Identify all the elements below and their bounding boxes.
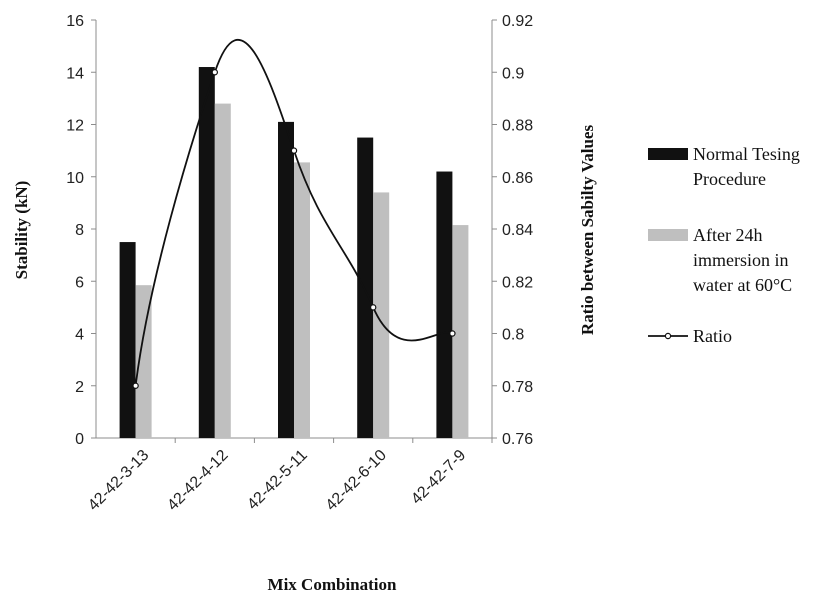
legend-swatch [648, 229, 688, 241]
right-axis-ticks: 0.76 0.78 0.8 0.82 0.84 0.86 0.88 0.9 0.92 [492, 13, 533, 448]
x-category-label: 42-42-6-10 [323, 447, 390, 514]
y2-tick-label: 0.76 [502, 431, 533, 448]
y-tick-label: 0 [75, 431, 84, 448]
legend-label: Ratio [693, 326, 732, 346]
ratio-point [290, 147, 298, 154]
y-tick-label: 10 [66, 170, 84, 187]
bar-immersion [214, 103, 231, 438]
legend-label: Normal Tesing [693, 144, 800, 164]
y-tick-label: 12 [66, 118, 84, 135]
y2-tick-label: 0.9 [502, 65, 524, 82]
y-tick-label: 14 [66, 65, 84, 82]
ratio-point [449, 330, 456, 337]
bar-normal [278, 121, 294, 438]
legend: Normal Tesing Procedure After 24h immersion… [648, 144, 800, 346]
bar-normal [119, 242, 136, 438]
legend-label: immersion in [693, 250, 789, 270]
legend-marker [664, 332, 672, 340]
y-tick-label: 6 [75, 274, 84, 291]
x-category-label: 42-42-3-13 [85, 447, 152, 514]
bar-normal [198, 67, 215, 439]
bar-immersion [373, 192, 390, 438]
x-axis-title: Mix Combination [268, 575, 397, 594]
bar-immersion [135, 285, 152, 438]
x-axis-ticks: 42-42-3-13 42-42-4-12 42-42-5-11 42-42-6-10… [85, 447, 469, 514]
x-category-label: 42-42-7-9 [408, 447, 469, 508]
y2-tick-label: 0.88 [502, 118, 533, 135]
y2-tick-label: 0.8 [502, 327, 524, 344]
y-tick-label: 8 [75, 222, 84, 239]
bar-normal [436, 171, 453, 438]
bar-normal [357, 137, 374, 438]
legend-label: After 24h [693, 225, 762, 245]
bar-immersion [294, 162, 310, 438]
y2-tick-label: 0.78 [502, 379, 533, 396]
y-tick-label: 16 [66, 13, 84, 30]
y-tick-label: 2 [75, 379, 84, 396]
y2-tick-label: 0.84 [502, 222, 533, 239]
ratio-point [132, 382, 139, 389]
y2-tick-label: 0.82 [502, 274, 533, 291]
legend-swatch [648, 148, 688, 160]
left-axis-ticks: 0 2 4 6 8 10 12 14 16 [66, 13, 96, 448]
x-category-label: 42-42-4-12 [164, 447, 231, 514]
y2-axis-title: Ratio between Sabilty Values [578, 125, 597, 336]
y-axis-title: Stability (kN) [12, 181, 31, 280]
ratio-point [211, 69, 218, 76]
bar-immersion [452, 225, 469, 438]
y-tick-label: 4 [75, 327, 84, 344]
y2-tick-label: 0.92 [502, 13, 533, 30]
legend-label: water at 60°C [693, 275, 792, 295]
legend-label: Procedure [693, 169, 766, 189]
bars [119, 67, 493, 443]
ratio-line [132, 39, 456, 389]
ratio-point [370, 304, 377, 311]
y2-tick-label: 0.86 [502, 170, 533, 187]
ratio-curve [134, 39, 453, 386]
x-category-label: 42-42-5-11 [244, 447, 311, 514]
